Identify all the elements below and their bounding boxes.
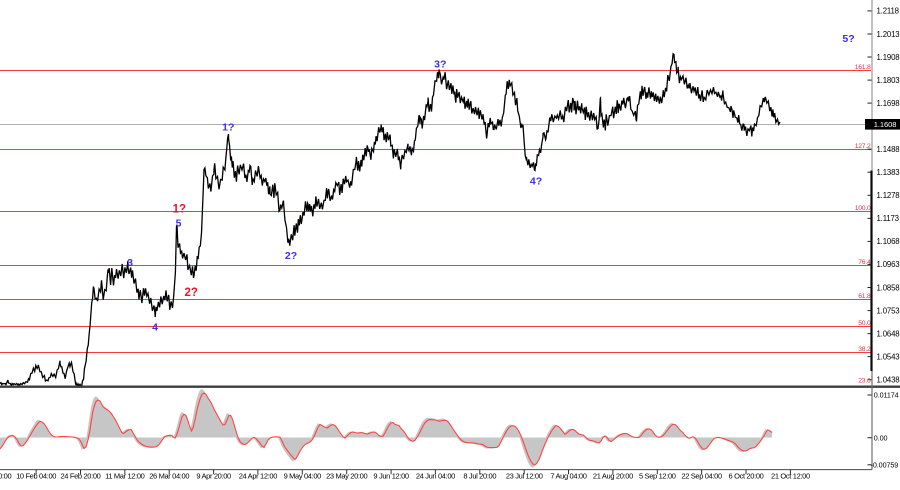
svg-text:21 Oct 12:00: 21 Oct 12:00 [771,471,810,480]
svg-text:3?: 3? [434,59,446,71]
svg-text:1.1068: 1.1068 [877,237,900,246]
svg-text:100.0: 100.0 [855,205,871,212]
svg-text:23 May 20:00: 23 May 20:00 [326,471,367,480]
svg-text:2?: 2? [285,250,297,262]
svg-text:7 Aug 04:00: 7 Aug 04:00 [550,471,586,480]
svg-text:3: 3 [127,257,133,269]
svg-text:1.2013: 1.2013 [877,30,900,39]
svg-text:1.0858: 1.0858 [877,283,900,292]
svg-text:1.0963: 1.0963 [877,260,900,269]
svg-text:-0.00759: -0.00759 [871,461,899,470]
svg-text:21 Aug 20:00: 21 Aug 20:00 [593,471,633,480]
svg-text:1.1488: 1.1488 [877,145,900,154]
svg-text:76.4: 76.4 [858,259,871,266]
svg-text:22 Sep 04:00: 22 Sep 04:00 [681,471,722,480]
svg-text:5 Sep 12:00: 5 Sep 12:00 [639,471,676,480]
svg-text:1.1383: 1.1383 [877,168,900,177]
svg-text:4: 4 [152,322,158,334]
svg-text:6 Oct 20:00: 6 Oct 20:00 [729,471,764,480]
svg-text:9 Apr 20:00: 9 Apr 20:00 [196,471,231,480]
svg-text:5?: 5? [842,33,854,45]
svg-text:1.1803: 1.1803 [877,76,900,85]
svg-text:1.0438: 1.0438 [877,376,900,385]
svg-text:26 Mar 04:00: 26 Mar 04:00 [149,471,189,480]
svg-text:1?: 1? [222,122,234,134]
svg-text:26 Jan 20:00: 26 Jan 20:00 [0,471,11,480]
svg-text:161.8: 161.8 [855,64,871,71]
svg-text:23 Jul 12:00: 23 Jul 12:00 [506,471,543,480]
svg-text:4?: 4? [530,176,542,188]
svg-text:24 Apr 12:00: 24 Apr 12:00 [239,471,278,480]
svg-text:8 Jul 20:00: 8 Jul 20:00 [463,471,496,480]
svg-text:1.1608: 1.1608 [874,120,897,129]
svg-text:1?: 1? [173,204,186,216]
svg-text:0.01174: 0.01174 [874,391,899,400]
svg-text:1.0648: 1.0648 [877,329,900,338]
svg-text:1.1173: 1.1173 [877,214,899,223]
svg-text:11 Mar 12:00: 11 Mar 12:00 [105,471,145,480]
svg-text:50.0: 50.0 [858,320,871,327]
svg-text:1.1278: 1.1278 [877,191,900,200]
svg-text:23.6: 23.6 [858,378,871,385]
svg-text:9 May 04:00: 9 May 04:00 [284,471,322,480]
svg-text:1.0753: 1.0753 [877,306,900,315]
svg-text:10 Feb 04:00: 10 Feb 04:00 [16,471,56,480]
svg-text:1.1908: 1.1908 [877,53,900,62]
svg-text:127.2: 127.2 [855,143,871,150]
svg-text:1.2118: 1.2118 [877,7,899,16]
svg-text:2?: 2? [184,287,197,299]
svg-text:1.0543: 1.0543 [877,352,900,361]
svg-text:5: 5 [176,218,182,230]
svg-text:24 Jun 04:00: 24 Jun 04:00 [416,471,455,480]
svg-text:38.2: 38.2 [858,346,871,353]
svg-text:0.00: 0.00 [874,433,888,442]
svg-text:24 Feb 20:00: 24 Feb 20:00 [60,471,100,480]
svg-text:1.1698: 1.1698 [877,99,900,108]
svg-text:9 Jun 12:00: 9 Jun 12:00 [373,471,409,480]
svg-text:61.8: 61.8 [858,293,871,300]
